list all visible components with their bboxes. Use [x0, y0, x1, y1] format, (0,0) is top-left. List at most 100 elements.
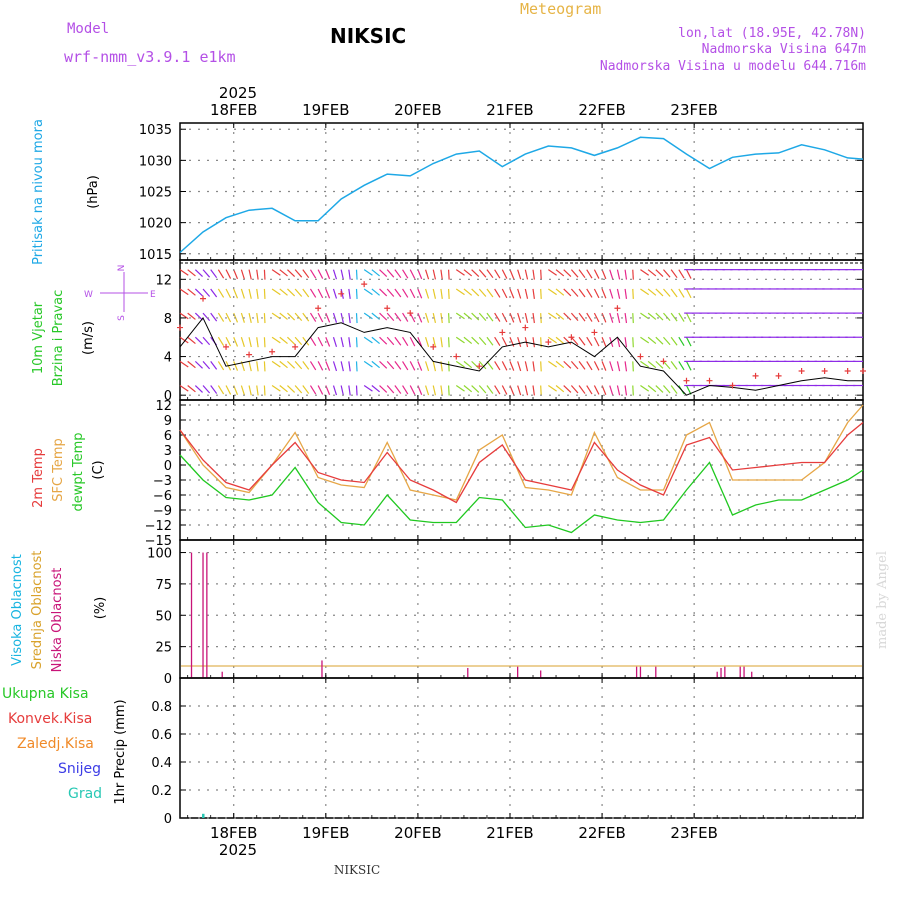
bottom-day-label: 18FEB [210, 824, 257, 842]
wind-barb [263, 337, 266, 348]
wind-gust-mark [545, 339, 552, 346]
wind-barb [248, 312, 252, 323]
wind-barb [494, 269, 501, 279]
wind-barb [355, 337, 358, 348]
wind-barb [593, 312, 600, 323]
wind-gust-mark [407, 310, 414, 317]
wind-barb [187, 360, 196, 369]
wind-barb [540, 361, 542, 372]
wind-barb [348, 385, 351, 396]
wind-gust-mark [338, 290, 345, 297]
top-year-label: 2025 [219, 84, 257, 102]
wind-barb [524, 385, 529, 396]
wind-barb [609, 361, 614, 372]
wind-barb [548, 336, 557, 344]
wind-barb [563, 312, 572, 321]
wind-barb [194, 360, 203, 369]
wind-barb [379, 269, 388, 278]
wind-barb [279, 288, 288, 296]
wind-barb [302, 385, 310, 394]
pressure-unit: (hPa) [86, 175, 101, 209]
ytick-label-c: 25 [155, 641, 172, 656]
wind-barb [409, 312, 416, 323]
wind-barb [425, 385, 430, 396]
elevation-label: Nadmorska Visina 647m [702, 42, 867, 57]
wind-barb [256, 361, 259, 372]
wind-barb [248, 288, 252, 299]
wind-barb [402, 385, 409, 395]
ytick-label-c: 75 [155, 578, 172, 593]
wind-barb [279, 269, 288, 277]
wind-barb [471, 360, 480, 369]
wind-barb [194, 385, 203, 393]
wind-barb [655, 336, 664, 345]
wind-barb [402, 336, 409, 347]
wind-barb [371, 336, 380, 345]
wind-barb [263, 385, 266, 396]
wind-barb [647, 360, 657, 369]
wind-barb [202, 385, 211, 394]
cloud-ylabel1: Visoka Oblacnost [10, 554, 25, 666]
wind-barb [425, 288, 430, 299]
wind-barb [179, 336, 189, 344]
wind-barb [548, 360, 557, 368]
wind-barb [532, 337, 535, 348]
wind-barb [394, 288, 402, 298]
wind-barb [471, 269, 480, 278]
wind-speed-line [179, 316, 863, 396]
wind-barb [210, 269, 218, 279]
wind-barb [685, 336, 692, 347]
wind-barb [386, 312, 395, 322]
wind-barb [555, 336, 565, 345]
wind-barb [655, 288, 664, 297]
wind-gust-mark [614, 305, 621, 312]
footer-station: NIKSIC [334, 863, 380, 877]
ytick-label-r: 0.2 [151, 784, 172, 799]
wind-barb [616, 385, 621, 396]
bottom-year-label: 2025 [219, 841, 257, 859]
wind-gust-mark [384, 305, 391, 312]
wind-barb [455, 269, 465, 276]
wind-barb [287, 385, 296, 393]
wind-barb [317, 312, 324, 323]
wind-barb [501, 361, 508, 371]
ytick-label-p: 1015 [139, 248, 172, 263]
wind-barb [593, 336, 600, 347]
wind-gust-mark [752, 372, 759, 379]
wind-gust-mark [660, 358, 667, 365]
wind-barb [670, 288, 678, 298]
wind-barb [371, 385, 380, 393]
wind-gust-mark [860, 368, 866, 375]
wind-barb [317, 361, 324, 371]
wind-barb [425, 312, 430, 323]
wind-barb [524, 361, 529, 372]
wind-barb [647, 269, 657, 277]
wind-barb [271, 312, 281, 320]
wind-barb [509, 361, 515, 371]
wind-barb [670, 269, 678, 279]
ytick-label-t: −12 [145, 519, 172, 534]
wind-barb [386, 385, 395, 394]
wind-barb [616, 337, 621, 348]
wind-barb [609, 288, 614, 299]
ytick-label-t: 6 [164, 429, 172, 444]
wind-barb [455, 288, 465, 296]
sfc-temp-line [179, 404, 864, 501]
wind-barb [532, 313, 535, 324]
wind-barb [294, 336, 303, 346]
wind-barb [570, 360, 579, 370]
ytick-label-t: −15 [145, 534, 172, 549]
precip-legend-item: Snijeg [58, 761, 101, 777]
wind-barb [263, 269, 266, 280]
wind-barb [279, 336, 288, 345]
wind-barb [563, 385, 572, 393]
wind-barb [601, 269, 607, 280]
wind-barb [325, 269, 331, 280]
wind-gust-mark [568, 334, 575, 341]
wind-barb [202, 288, 211, 297]
top-day-label: 19FEB [302, 101, 349, 119]
wind-barb [263, 313, 266, 324]
wind-barb [287, 269, 296, 278]
wind-barb [471, 288, 480, 297]
wind-barb [678, 288, 685, 298]
